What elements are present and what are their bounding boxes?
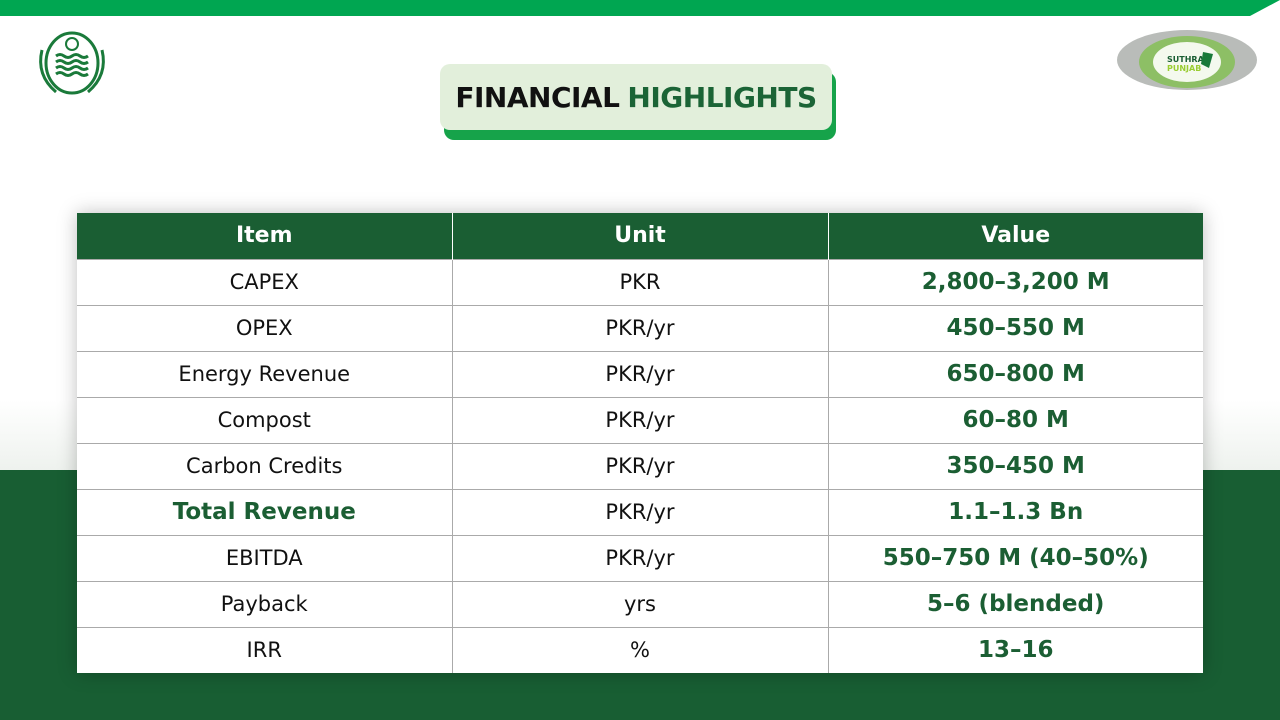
financial-table: Item Unit Value CAPEX PKR 2,800–3,200 M OPE…: [77, 213, 1203, 673]
cell-unit: PKR/yr: [452, 350, 829, 397]
table-row: Payback yrs 5–6 (blended): [77, 580, 1203, 627]
cell-unit: yrs: [452, 580, 829, 627]
cell-value: 350–450 M: [828, 442, 1203, 489]
cell-unit: PKR/yr: [452, 304, 829, 351]
cell-unit: PKR: [452, 258, 829, 305]
cell-item: Compost: [77, 396, 453, 443]
page-title: FINANCIAL HIGHLIGHTS: [440, 64, 832, 130]
top-accent-bar: [0, 0, 1280, 16]
title-part-1: FINANCIAL: [455, 80, 620, 114]
table-row: Carbon Credits PKR/yr 350–450 M: [77, 442, 1203, 489]
table-header-row: Item Unit Value: [77, 213, 1203, 259]
title-part-2: HIGHLIGHTS: [627, 80, 817, 114]
cell-item: OPEX: [77, 304, 453, 351]
cell-item: Energy Revenue: [77, 350, 453, 397]
header-value: Value: [828, 213, 1203, 259]
cell-value: 13–16: [828, 626, 1203, 673]
cell-value: 2,800–3,200 M: [828, 258, 1203, 305]
svg-text:SUTHRA: SUTHRA: [1167, 55, 1205, 64]
table-row: Compost PKR/yr 60–80 M: [77, 396, 1203, 443]
cell-item: Carbon Credits: [77, 442, 453, 489]
cell-value: 1.1–1.3 Bn: [828, 488, 1203, 535]
cell-unit: PKR/yr: [452, 442, 829, 489]
table-row: EBITDA PKR/yr 550–750 M (40–50%): [77, 534, 1203, 581]
suthra-punjab-logo: SUTHRA PUNJAB: [1117, 30, 1257, 90]
table-row: OPEX PKR/yr 450–550 M: [77, 304, 1203, 351]
cell-item: Payback: [77, 580, 453, 627]
cell-value: 60–80 M: [828, 396, 1203, 443]
table-row: Total Revenue PKR/yr 1.1–1.3 Bn: [77, 488, 1203, 535]
cell-value: 450–550 M: [828, 304, 1203, 351]
header-item: Item: [77, 213, 453, 259]
svg-text:PUNJAB: PUNJAB: [1167, 64, 1201, 73]
punjab-emblem-logo: [39, 31, 105, 95]
cell-item: Total Revenue: [77, 488, 453, 535]
cell-item: CAPEX: [77, 258, 453, 305]
cell-unit: PKR/yr: [452, 534, 829, 581]
table-row: CAPEX PKR 2,800–3,200 M: [77, 258, 1203, 305]
cell-item: IRR: [77, 626, 453, 673]
cell-unit: PKR/yr: [452, 396, 829, 443]
cell-item: EBITDA: [77, 534, 453, 581]
table-row: Energy Revenue PKR/yr 650–800 M: [77, 350, 1203, 397]
table-row: IRR% 13–16: [77, 626, 1203, 673]
cell-unit: PKR/yr: [452, 488, 829, 535]
cell-unit: %: [452, 626, 829, 673]
cell-value: 650–800 M: [828, 350, 1203, 397]
cell-value: 5–6 (blended): [828, 580, 1203, 627]
header-unit: Unit: [452, 213, 829, 259]
cell-value: 550–750 M (40–50%): [828, 534, 1203, 581]
